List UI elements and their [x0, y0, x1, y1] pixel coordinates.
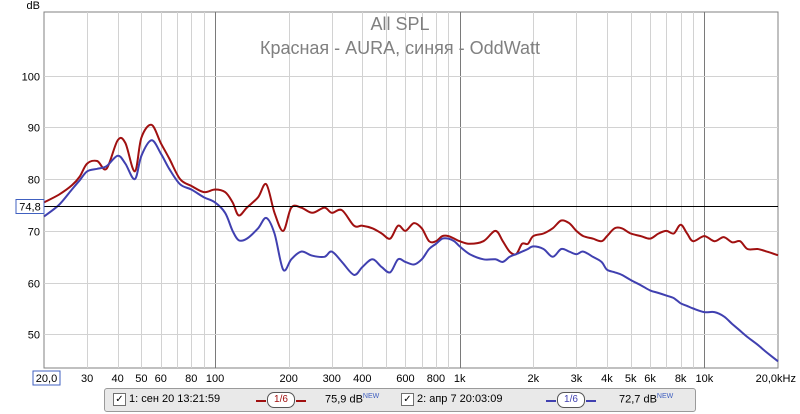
x-tick-label: 800 — [427, 373, 445, 385]
x-tick-label: 2k — [528, 373, 540, 385]
series-2-label: 2: апр 7 20:03:09 — [417, 393, 503, 405]
x-tick-label: 4k — [601, 373, 613, 385]
series-1-label: 1: сен 20 13:21:59 — [129, 393, 221, 405]
x-tick-label: 1k — [454, 373, 466, 385]
series-2-smoothing-button[interactable]: 1/6 — [546, 392, 596, 408]
series-layer — [43, 123, 779, 363]
series-2-checkbox[interactable]: ✓ — [401, 393, 414, 406]
series-2-level: 72,7 dBNEW — [619, 393, 673, 406]
x-tick-label: 5k — [625, 373, 637, 385]
reference-value-label: 74,8 — [19, 202, 40, 214]
x-tick-label: 50 — [135, 373, 147, 385]
plot-area — [43, 11, 779, 369]
x-tick-label: 80 — [185, 373, 197, 385]
series-1-level-value: 75,9 dB — [325, 393, 363, 406]
series-line-1 — [43, 123, 779, 257]
chart-subtitle: Красная - AURA, синяя - OddWatt — [260, 38, 540, 58]
x-tick-label: 300 — [323, 373, 341, 385]
grid — [44, 12, 778, 368]
legend-bar: ✓ 1: сен 20 13:21:59 1/6 75,9 dBNEW ✓ 2:… — [104, 388, 696, 412]
x-tick-label: 60 — [155, 373, 167, 385]
x-tick-label: 400 — [353, 373, 371, 385]
y-tick-label: 70 — [28, 227, 40, 239]
series-2-level-value: 72,7 dB — [619, 393, 657, 406]
x-tick-label: 30 — [81, 373, 93, 385]
axis-labels: 50 60 70 80 90 100 20,0 30 40 50 60 80 100 200 300 400 6… — [22, 72, 796, 386]
chart-title: All SPL — [370, 14, 429, 34]
series-1-checkbox[interactable]: ✓ — [113, 393, 126, 406]
x-tick-label: 8k — [675, 373, 687, 385]
y-tick-label: 100 — [22, 72, 40, 84]
series-1-new-tag: NEW — [362, 393, 380, 400]
spl-chart: 74,8 50 60 70 80 90 100 20,0 30 40 50 60 80 100 200 30… — [15, 0, 796, 386]
series-2-new-tag: NEW — [656, 393, 674, 400]
series-1-level: 75,9 dBNEW — [325, 393, 379, 406]
x-min-box — [32, 370, 61, 386]
x-tick-label: 20,0kHz — [756, 373, 796, 385]
x-tick-label: 10k — [695, 373, 713, 385]
reference-value-box — [15, 199, 45, 214]
x-tick-label: 40 — [112, 373, 124, 385]
series-line-2 — [43, 139, 779, 363]
x-tick-label: 6k — [644, 373, 656, 385]
x-tick-label: 100 — [206, 373, 224, 385]
x-tick-label: 600 — [396, 373, 414, 385]
y-axis-unit: dB — [27, 0, 40, 12]
x-tick-label: 20,0 — [36, 373, 57, 385]
y-tick-label: 50 — [28, 330, 40, 342]
reference-line-layer: 74,8 — [15, 199, 778, 214]
x-tick-label: 200 — [279, 373, 297, 385]
y-tick-label: 80 — [28, 175, 40, 187]
y-tick-label: 60 — [28, 279, 40, 291]
x-tick-label: 3k — [571, 373, 583, 385]
series-1-smoothing-button[interactable]: 1/6 — [256, 392, 306, 408]
y-tick-label: 90 — [28, 123, 40, 135]
